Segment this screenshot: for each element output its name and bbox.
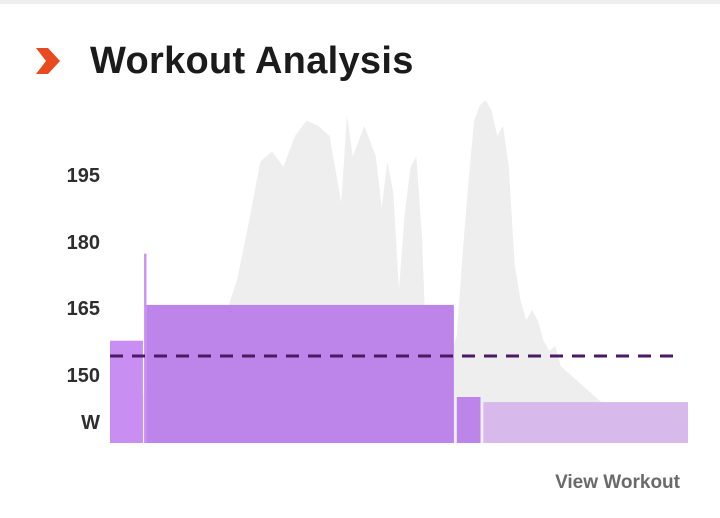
y-unit-label: W	[81, 412, 100, 434]
top-divider	[0, 0, 720, 4]
interval-bar-2	[144, 253, 147, 443]
card-header: Workout Analysis	[36, 36, 414, 86]
y-tick-label: 195	[66, 165, 100, 187]
view-workout-link[interactable]: View Workout	[555, 472, 680, 493]
chevron-right-icon	[36, 48, 60, 74]
y-tick-label: 150	[66, 365, 100, 387]
interval-bar-4	[456, 397, 481, 443]
y-tick-label: 180	[66, 232, 100, 254]
interval-bar-5	[483, 402, 688, 443]
page-title: Workout Analysis	[90, 39, 414, 82]
interval-bar-1	[110, 340, 143, 443]
y-tick-label: 165	[66, 298, 100, 320]
interval-bar-3	[146, 304, 454, 443]
